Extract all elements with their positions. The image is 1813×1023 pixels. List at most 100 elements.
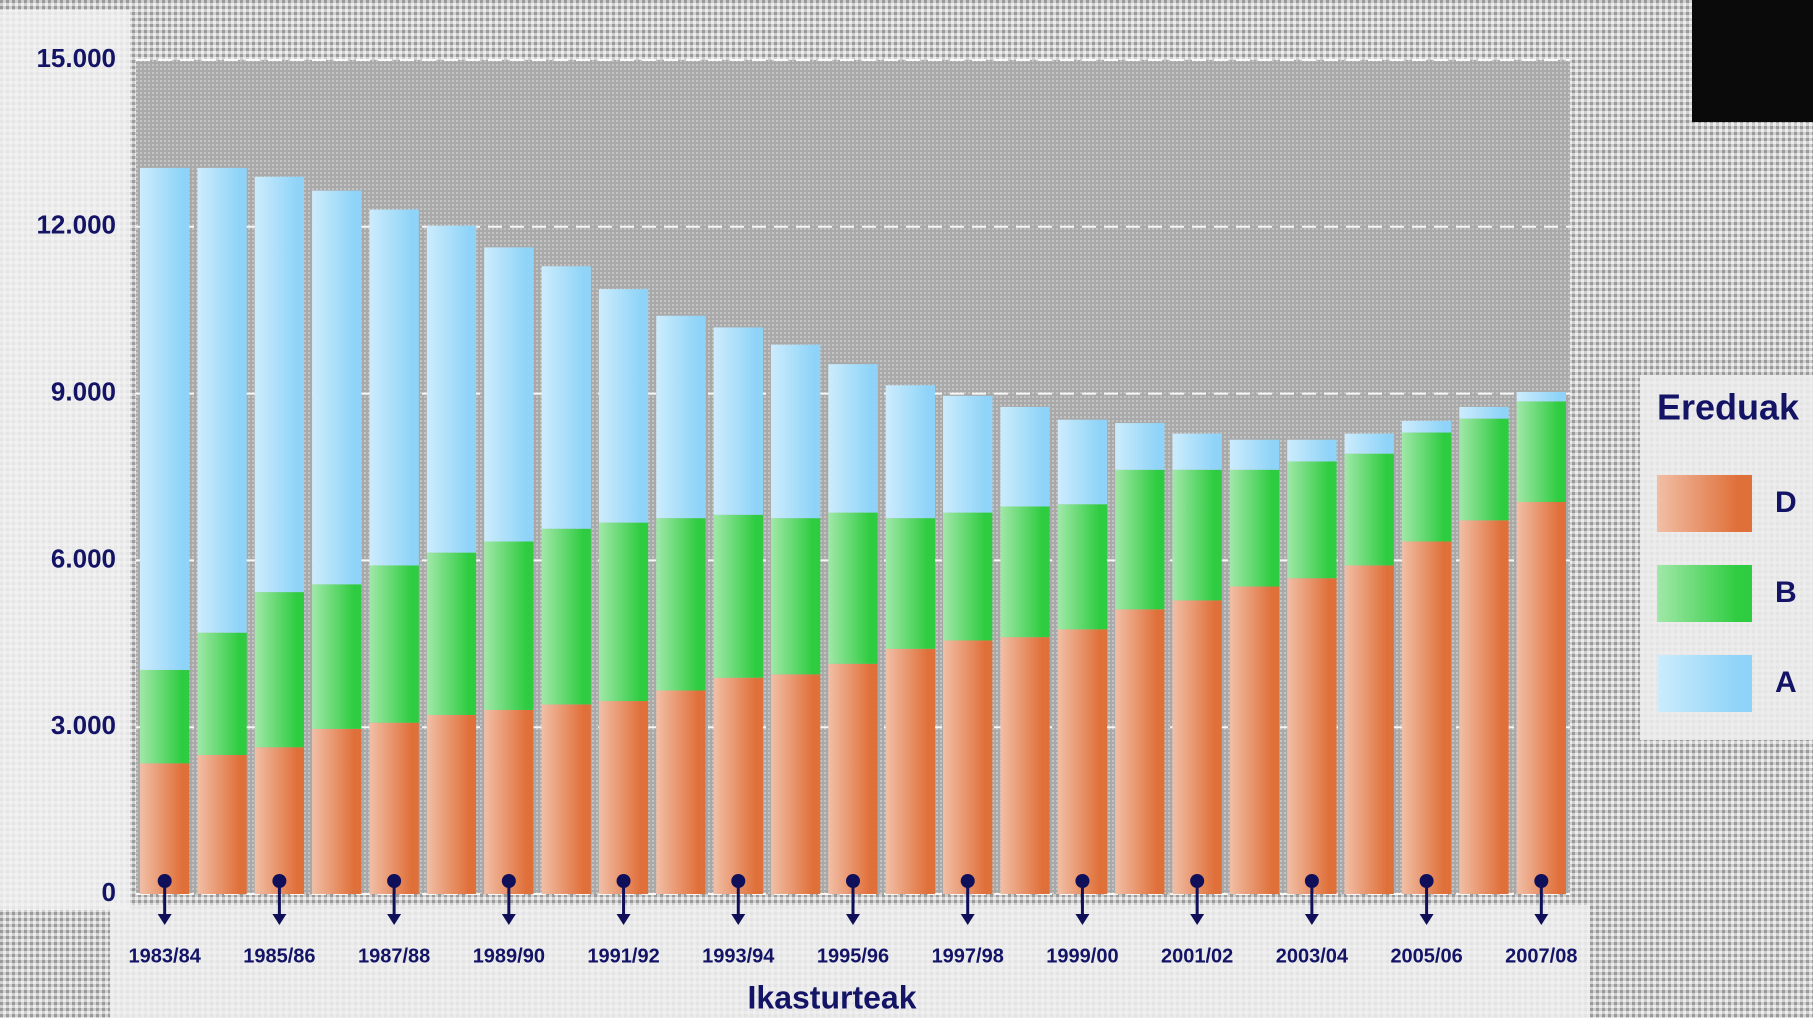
bar-segment: [1459, 418, 1509, 521]
bar-segment: [541, 528, 591, 705]
logo: [1692, 0, 1813, 122]
tick-arrowhead: [731, 914, 746, 925]
bar-segment: [197, 632, 247, 755]
bar-segment: [1115, 423, 1165, 470]
bar-segment: [1287, 578, 1337, 894]
bar-segment: [426, 714, 477, 894]
bar-segment: [484, 247, 534, 542]
chart-layer: 0 3.000 6.000 9.000 12.000 15.000 1983/84 1985/…: [36, 43, 1796, 967]
tick-arrowhead: [1304, 914, 1319, 925]
bar-segment: [140, 669, 190, 764]
bar-segment: [770, 674, 821, 894]
legend-swatch: [1657, 475, 1752, 532]
bar-segment: [1229, 586, 1280, 894]
bar-segment: [1459, 520, 1509, 894]
x-tick-label: 1997/98: [932, 945, 1004, 967]
tick-arrowhead: [1534, 914, 1549, 925]
y-tick-label: 15.000: [36, 43, 116, 73]
x-tick-label: 1993/94: [702, 945, 775, 967]
bar-segment: [1057, 419, 1108, 505]
bar-segment: [1344, 565, 1394, 894]
bar-segment: [1172, 433, 1222, 470]
x-tick-label: 2007/08: [1505, 945, 1577, 967]
bar-segment: [828, 364, 878, 513]
bar-segment: [541, 704, 591, 894]
bar-segment: [1000, 406, 1050, 507]
bar-segment: [713, 677, 763, 894]
bar-segment: [885, 648, 936, 894]
tick-arrowhead: [387, 914, 402, 925]
bar-segment: [140, 167, 190, 670]
y-tick-label: 0: [102, 877, 116, 907]
bar-segment: [426, 552, 477, 715]
tick-arrowhead: [272, 914, 287, 925]
bar-segment: [770, 518, 821, 675]
y-tick-label: 12.000: [36, 210, 116, 240]
x-tick-label: 2001/02: [1161, 945, 1233, 967]
bar-segment: [254, 747, 305, 894]
x-tick-label: 1987/88: [358, 945, 430, 967]
tick-arrowhead: [1190, 914, 1205, 925]
bar-segment: [656, 315, 706, 519]
bar-segment: [1115, 469, 1165, 610]
bar-segment: [828, 512, 878, 664]
bar-segment: [312, 190, 362, 585]
x-tick-label: 2005/06: [1390, 945, 1462, 967]
bar-segment: [312, 584, 362, 729]
bar-segment: [943, 640, 993, 894]
bar-segment: [1459, 406, 1509, 419]
bar-segment: [885, 385, 936, 519]
bar-segment: [656, 518, 706, 691]
bar-segment: [369, 722, 419, 894]
bar-segment: [713, 327, 763, 515]
bar-segment: [541, 266, 591, 529]
bar-segment: [656, 690, 706, 894]
bar-segment: [1516, 502, 1566, 894]
x-tick-label: 1985/86: [243, 945, 315, 967]
bar-segment: [1516, 391, 1566, 402]
bar-segment: [713, 514, 763, 678]
x-tick-label: 2003/04: [1276, 945, 1349, 967]
bar-segment: [943, 395, 993, 513]
bar-segment: [1000, 506, 1050, 638]
bar-segment: [1287, 461, 1337, 579]
bar-segment: [1057, 629, 1108, 894]
bar-segment: [770, 344, 821, 519]
y-tick-label: 6.000: [51, 543, 116, 573]
bar-segment: [1172, 600, 1222, 894]
bar-segment: [1057, 504, 1108, 630]
bar-segment: [828, 663, 878, 894]
x-axis-title: Ikasturteak: [748, 979, 917, 1015]
bar-segment: [1516, 401, 1566, 503]
legend-label: A: [1775, 666, 1797, 699]
bar-segment: [484, 709, 534, 894]
axis-panel: [0, 10, 130, 910]
x-tick-label: 1983/84: [129, 945, 202, 967]
bar-segment: [598, 289, 649, 523]
bar-segment: [1115, 609, 1165, 894]
bar-segment: [426, 225, 477, 553]
bar-segment: [369, 209, 419, 566]
bar-segment: [484, 541, 534, 710]
bar-segment: [1401, 420, 1452, 433]
tick-arrowhead: [960, 914, 975, 925]
bar-segment: [254, 176, 305, 593]
tick-arrowhead: [1075, 914, 1090, 925]
bar-segment: [197, 167, 247, 633]
bar-segment: [1229, 439, 1280, 470]
y-tick-label: 9.000: [51, 376, 116, 406]
bar-segment: [1287, 439, 1337, 462]
x-tick-label: 1995/96: [817, 945, 889, 967]
bar-segment: [369, 565, 419, 723]
bar-segment: [1229, 469, 1280, 587]
legend-swatch: [1657, 565, 1752, 622]
tick-arrowhead: [157, 914, 172, 925]
tick-arrowhead: [616, 914, 631, 925]
bar-segment: [1344, 433, 1394, 454]
x-panel: [110, 905, 1590, 1018]
tick-arrowhead: [501, 914, 516, 925]
bar-segment: [1344, 453, 1394, 566]
tick-arrowhead: [1419, 914, 1434, 925]
